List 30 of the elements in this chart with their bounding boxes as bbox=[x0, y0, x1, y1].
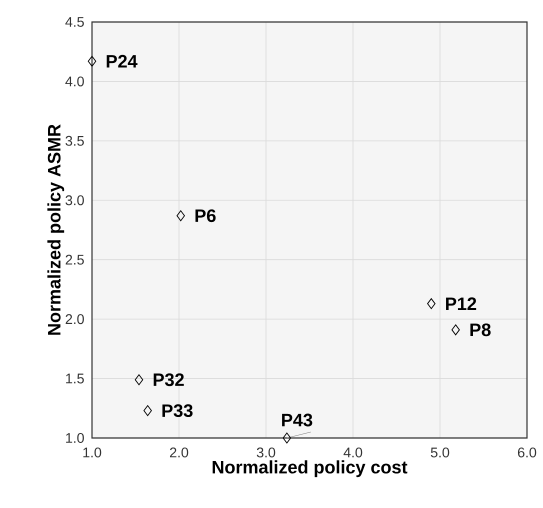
annotation: P33 bbox=[162, 404, 193, 418]
x-tick-label: 3.0 bbox=[256, 448, 276, 458]
y-tick-label: 1.5 bbox=[66, 374, 84, 384]
point bbox=[143, 405, 152, 416]
point bbox=[88, 56, 96, 67]
x-tick-label: 1.0 bbox=[83, 448, 102, 458]
x-axis-title: Normalized policy cost bbox=[212, 460, 408, 478]
point bbox=[451, 324, 460, 336]
point bbox=[134, 374, 144, 386]
y-axis-title: Normalized policy ASMR bbox=[47, 124, 64, 335]
y-tick-label: 2.0 bbox=[66, 314, 84, 324]
annotation: P12 bbox=[446, 297, 476, 310]
y-tick-label: 1.0 bbox=[66, 433, 84, 443]
annotation: P43 bbox=[282, 414, 312, 426]
annotation: P32 bbox=[154, 373, 184, 386]
y-tick-label: 4.0 bbox=[65, 76, 84, 86]
annotation: P24 bbox=[106, 54, 138, 68]
x-tick-label: 4.0 bbox=[344, 448, 362, 458]
x-tick-label: 6.0 bbox=[518, 448, 536, 458]
annotation: P6 bbox=[195, 209, 216, 222]
point bbox=[427, 298, 436, 310]
y-tick-label: 3.5 bbox=[66, 136, 84, 146]
y-tick-label: 2.5 bbox=[66, 254, 84, 265]
annotation: P8 bbox=[470, 323, 491, 336]
x-tick-label: 5.0 bbox=[430, 448, 450, 458]
point bbox=[176, 210, 185, 222]
point bbox=[282, 432, 292, 444]
x-tick-label: 2.0 bbox=[170, 448, 188, 458]
y-tick-label: 4.5 bbox=[65, 17, 84, 27]
y-tick-label: 3.0 bbox=[66, 195, 84, 206]
